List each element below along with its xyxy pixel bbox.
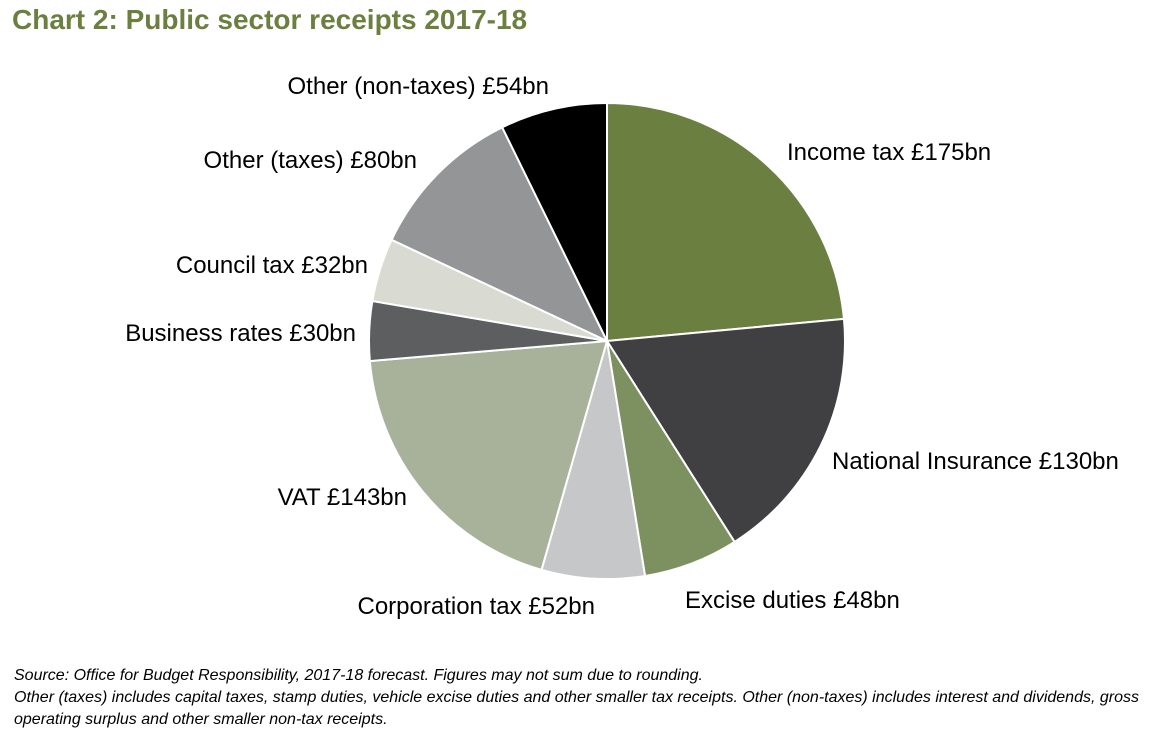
slice-label-national-insurance: National Insurance £130bn xyxy=(832,448,1119,475)
pie-slices xyxy=(368,101,846,580)
slice-label-vat: VAT £143bn xyxy=(278,484,407,511)
slice-label-excise-duties: Excise duties £48bn xyxy=(685,587,900,614)
pie-slice-corporation-tax xyxy=(540,340,647,580)
pie-slice-other-non-taxes xyxy=(500,101,608,342)
slice-label-other-taxes: Other (taxes) £80bn xyxy=(204,147,417,174)
chart-title: Chart 2: Public sector receipts 2017-18 xyxy=(12,4,528,35)
slice-label-income-tax: Income tax £175bn xyxy=(787,139,991,166)
slice-label-corporation-tax: Corporation tax £52bn xyxy=(358,593,596,620)
definition-footnote: Other (taxes) includes capital taxes, st… xyxy=(14,689,1139,728)
slice-label-business-rates: Business rates £30bn xyxy=(125,320,356,347)
pie-labels: Income tax £175bn National Insurance £130… xyxy=(125,73,1119,620)
pie-chart: Income tax £175bn National Insurance £130… xyxy=(125,73,1119,620)
slice-label-council-tax: Council tax £32bn xyxy=(176,252,368,279)
pie-slice-national-insurance xyxy=(605,317,846,544)
pie-slice-other-taxes xyxy=(390,125,610,344)
pie-slice-vat xyxy=(368,339,609,572)
source-footnote: Source: Office for Budget Responsibility… xyxy=(14,667,703,684)
pie-slice-income-tax xyxy=(606,101,846,343)
slice-label-other-non-taxes: Other (non-taxes) £54bn xyxy=(288,73,549,100)
